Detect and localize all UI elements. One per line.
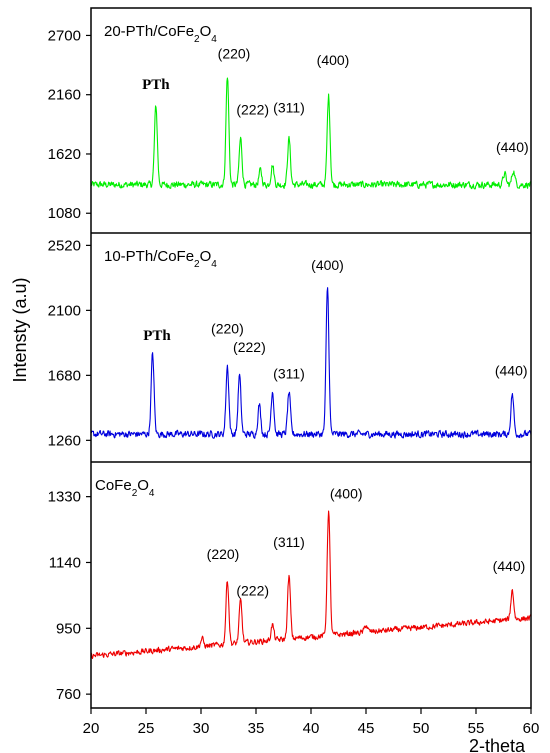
peak-label: (400): [311, 257, 344, 273]
peak-label: (220): [218, 45, 251, 61]
peak-label: (440): [493, 558, 526, 574]
peak-label: (440): [495, 362, 528, 378]
x-tick-label: 20: [83, 720, 100, 737]
panel-title: CoFe2O4: [95, 477, 155, 499]
y-tick-label: 1620: [48, 146, 81, 163]
pth-label: PTh: [143, 328, 171, 344]
y-tick-label: 950: [56, 620, 81, 637]
y-tick-label: 2700: [48, 27, 81, 44]
series-line-2: [90, 287, 532, 439]
x-tick-label: 30: [193, 720, 210, 737]
peak-label: (311): [273, 534, 305, 550]
series-line-1: [90, 77, 532, 190]
y-tick-label: 2520: [48, 237, 81, 254]
y-tick-label: 1330: [48, 489, 81, 506]
peak-label: (222): [236, 101, 269, 117]
x-tick-label: 35: [248, 720, 265, 737]
x-axis-title: 2-theta: [469, 736, 526, 753]
peak-label: (400): [317, 52, 350, 68]
x-tick-label: 50: [413, 720, 430, 737]
series-line-3: [90, 510, 532, 660]
y-tick-label: 1260: [48, 432, 81, 449]
peak-label: (400): [330, 485, 363, 501]
peak-label: (220): [207, 546, 240, 562]
panel-title: 20-PTh/CoFe2O4: [104, 23, 217, 45]
y-tick-label: 760: [56, 686, 81, 703]
peak-label: (311): [273, 365, 305, 381]
panel-title: 10-PTh/CoFe2O4: [104, 248, 217, 270]
x-tick-label: 40: [303, 720, 320, 737]
y-tick-label: 2100: [48, 302, 81, 319]
peak-label: (440): [496, 139, 529, 155]
x-tick-label: 25: [138, 720, 155, 737]
peak-label: (220): [211, 321, 244, 337]
y-axis-title: Intensty (a.u): [10, 277, 30, 382]
peak-label: (222): [236, 582, 269, 598]
pth-label: PTh: [142, 77, 170, 93]
x-tick-label: 60: [523, 720, 540, 737]
x-tick-label: 45: [358, 720, 375, 737]
y-tick-label: 1680: [48, 367, 81, 384]
peak-label: (311): [273, 99, 305, 115]
y-tick-label: 2160: [48, 87, 81, 104]
peak-label: (222): [233, 339, 266, 355]
y-tick-label: 1080: [48, 205, 81, 222]
x-tick-label: 55: [468, 720, 485, 737]
y-tick-label: 1140: [49, 554, 81, 571]
